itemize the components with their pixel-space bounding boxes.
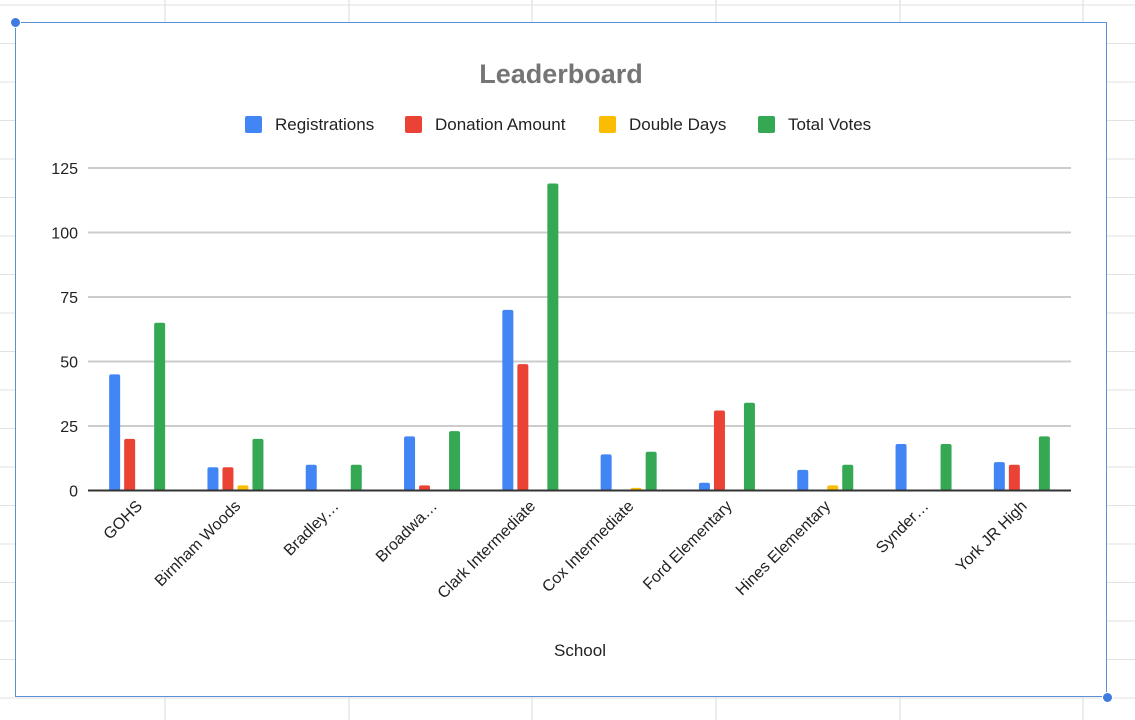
bar[interactable]: [222, 467, 234, 491]
x-axis-title: School: [554, 641, 606, 660]
resize-handle-top-left[interactable]: [10, 17, 21, 28]
gridlines: [88, 167, 1071, 427]
bar[interactable]: [827, 485, 839, 491]
bar[interactable]: [404, 436, 416, 491]
bar[interactable]: [547, 183, 559, 491]
bar[interactable]: [940, 444, 952, 491]
bar[interactable]: [419, 485, 431, 491]
bar[interactable]: [797, 469, 809, 491]
bar[interactable]: [713, 410, 725, 491]
bar[interactable]: [207, 467, 219, 491]
legend-label: Donation Amount: [435, 115, 566, 134]
legend-label: Total Votes: [788, 115, 871, 134]
bar[interactable]: [502, 309, 514, 491]
legend-label: Double Days: [629, 115, 726, 134]
legend-item[interactable]: Total Votes: [758, 115, 871, 134]
legend-swatch: [245, 116, 262, 133]
bar[interactable]: [517, 364, 529, 491]
legend-item[interactable]: Donation Amount: [405, 115, 566, 134]
y-tick-label: 75: [60, 290, 78, 307]
x-tick-label: Clark Intermediate: [435, 498, 540, 603]
bar[interactable]: [350, 464, 362, 491]
bar[interactable]: [237, 485, 249, 491]
x-tick-label: Synder…: [873, 498, 932, 557]
x-tick-label: GOHS: [101, 498, 146, 543]
bars: [109, 183, 1050, 491]
legend-label: Registrations: [275, 115, 374, 134]
legend-swatch: [405, 116, 422, 133]
bar[interactable]: [124, 438, 136, 491]
chart-container[interactable]: [15, 22, 1107, 697]
bar[interactable]: [252, 438, 264, 491]
y-tick-label: 0: [69, 484, 78, 501]
legend: Registrations Donation Amount Double Days T…: [245, 115, 871, 134]
resize-handle-bottom-right[interactable]: [1102, 692, 1113, 703]
bar[interactable]: [600, 454, 612, 491]
y-tick-label: 25: [60, 419, 78, 436]
x-tick-label: York JR High: [953, 498, 1031, 576]
bar[interactable]: [895, 444, 907, 491]
y-tick-label: 100: [51, 226, 78, 243]
bar[interactable]: [1008, 464, 1020, 491]
bar[interactable]: [305, 464, 317, 491]
bar[interactable]: [1038, 436, 1050, 491]
bar[interactable]: [743, 402, 755, 491]
x-tick-label: Bradley…: [281, 498, 343, 560]
y-tick-label: 125: [51, 161, 78, 178]
legend-swatch: [599, 116, 616, 133]
x-tick-label: Broadwa…: [373, 498, 441, 566]
x-axis-ticks: GOHS Birnham Woods Bradley… Broadwa…Clark I…: [101, 498, 1031, 603]
x-tick-label: Cox Intermediate: [539, 498, 637, 596]
legend-item[interactable]: Registrations: [245, 115, 374, 134]
bar[interactable]: [449, 431, 461, 491]
y-tick-label: 50: [60, 355, 78, 372]
y-axis-ticks: 0 25 50 75 100 125: [51, 161, 78, 501]
x-tick-label: Ford Elementary: [640, 498, 736, 594]
legend-item[interactable]: Double Days: [599, 115, 726, 134]
bar[interactable]: [698, 482, 710, 491]
bar[interactable]: [842, 464, 854, 491]
legend-swatch: [758, 116, 775, 133]
bar[interactable]: [645, 451, 657, 491]
bar[interactable]: [993, 462, 1005, 491]
x-tick-label: Hines Elementary: [733, 498, 834, 599]
bar[interactable]: [154, 322, 166, 491]
chart-title: Leaderboard: [479, 59, 643, 89]
x-tick-label: Birnham Woods: [152, 498, 244, 590]
bar[interactable]: [109, 374, 121, 491]
